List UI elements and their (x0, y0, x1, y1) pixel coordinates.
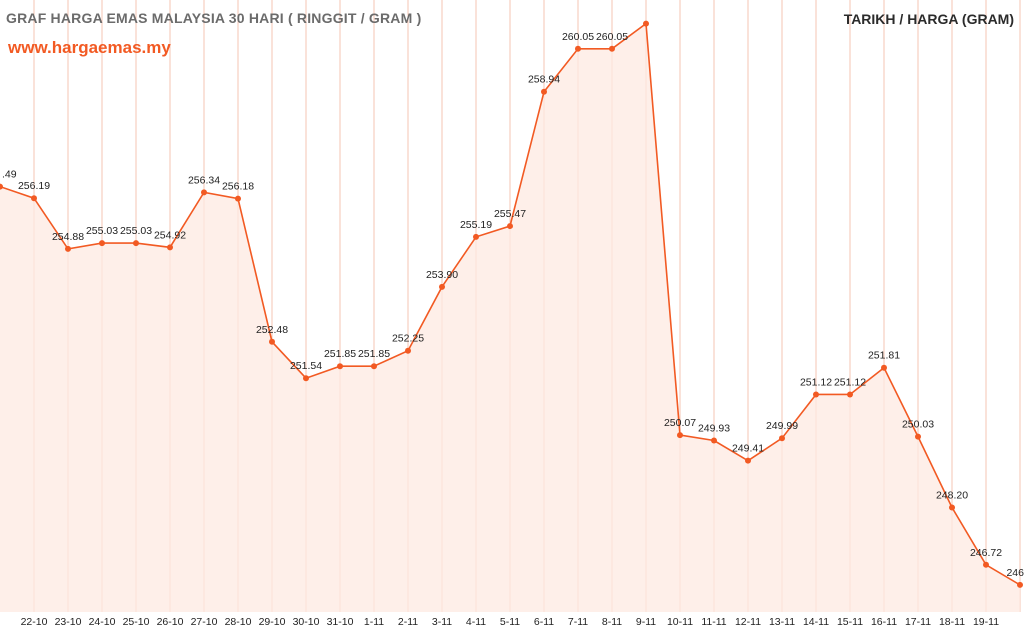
data-label: 252.25 (392, 333, 424, 345)
x-tick-label: 5-11 (500, 616, 520, 628)
data-point[interactable] (745, 457, 751, 464)
x-tick-label: 30-10 (293, 616, 320, 628)
data-point[interactable] (269, 338, 275, 345)
data-label: 249.99 (766, 420, 798, 432)
data-label: 258.94 (528, 74, 560, 86)
x-tick-label: 13-11 (769, 616, 795, 628)
x-tick-label: 12-11 (735, 616, 761, 628)
data-label: 251.12 (834, 376, 866, 388)
data-point[interactable] (371, 363, 377, 370)
data-label: 246 (1006, 567, 1024, 579)
data-point[interactable] (609, 45, 615, 52)
x-tick-label: 6-11 (534, 616, 554, 628)
data-label: 252.48 (256, 324, 288, 336)
x-tick-label: 4-11 (466, 616, 486, 628)
data-point[interactable] (1017, 581, 1023, 588)
x-tick-label: 29-10 (259, 616, 286, 628)
data-point[interactable] (983, 561, 989, 568)
x-tick-label: 28-10 (225, 616, 252, 628)
x-tick-label: 1-11 (364, 616, 384, 628)
data-label: 249.41 (732, 443, 764, 455)
data-label: 256.34 (188, 174, 220, 186)
data-point[interactable] (167, 244, 173, 251)
x-tick-label: 7-11 (568, 616, 588, 628)
data-point[interactable] (541, 88, 547, 95)
data-point[interactable] (0, 183, 3, 190)
x-tick-label: 8-11 (602, 616, 622, 628)
data-label: 250.03 (902, 419, 934, 431)
data-label: 260.05 (596, 31, 628, 43)
x-tick-label: 10-11 (667, 616, 693, 628)
x-tick-label: 22-10 (21, 616, 48, 628)
data-point[interactable] (575, 45, 581, 52)
x-tick-label: 25-10 (123, 616, 150, 628)
data-label: 251.12 (800, 376, 832, 388)
data-label: 255.03 (86, 225, 118, 237)
x-tick-label: 16-11 (871, 616, 897, 628)
data-label: 254.92 (154, 229, 186, 241)
data-label: 255.19 (460, 219, 492, 231)
data-point[interactable] (235, 195, 241, 202)
data-label: 251.85 (358, 348, 390, 360)
data-label: 253.90 (426, 269, 458, 281)
x-tick-label: 14-11 (803, 616, 829, 628)
x-tick-label: 9-11 (636, 616, 656, 628)
x-tick-label: 27-10 (191, 616, 218, 628)
data-point[interactable] (31, 195, 37, 202)
data-label: 255.47 (494, 208, 526, 220)
x-tick-label: 11-11 (701, 616, 726, 628)
data-point[interactable] (711, 437, 717, 444)
data-label: 246.72 (970, 547, 1002, 559)
data-label: 249.93 (698, 423, 730, 435)
data-label: 251.81 (868, 350, 900, 362)
data-label: 248.20 (936, 489, 968, 501)
x-tick-label: 23-10 (55, 616, 82, 628)
data-label: 254.88 (52, 231, 84, 243)
data-point[interactable] (303, 375, 309, 382)
data-point[interactable] (949, 504, 955, 511)
price-points (0, 20, 1023, 588)
data-point[interactable] (677, 432, 683, 439)
data-point[interactable] (133, 240, 139, 247)
x-tick-label: 2-11 (398, 616, 418, 628)
data-point[interactable] (813, 391, 819, 398)
data-label: 251.54 (290, 360, 322, 372)
data-point[interactable] (643, 20, 649, 27)
data-point[interactable] (779, 435, 785, 442)
price-area-fill (0, 23, 1020, 612)
data-point[interactable] (337, 363, 343, 370)
data-point[interactable] (439, 283, 445, 290)
x-axis-ticks: 22-10 23-10 24-10 25-10 26-10 27-10 28-10 29-10… (21, 616, 1000, 628)
x-tick-label: 17-11 (905, 616, 931, 628)
data-label: .49 (2, 169, 17, 181)
data-point[interactable] (473, 233, 479, 240)
data-point[interactable] (65, 245, 71, 252)
chart-title: GRAF HARGA EMAS MALAYSIA 30 HARI ( RINGG… (6, 10, 422, 26)
axis-caption: TARIKH / HARGA (GRAM) (843, 11, 1014, 27)
x-tick-label: 3-11 (432, 616, 452, 628)
data-point[interactable] (881, 364, 887, 371)
data-label: 256.18 (222, 181, 254, 193)
data-label: 251.85 (324, 348, 356, 360)
data-label: 256.19 (18, 180, 50, 192)
x-tick-label: 18-11 (939, 616, 965, 628)
data-label: 255.03 (120, 225, 152, 237)
x-tick-label: 19-11 (973, 616, 999, 628)
data-point[interactable] (201, 189, 207, 196)
x-tick-label: 31-10 (327, 616, 354, 628)
x-tick-label: 24-10 (89, 616, 116, 628)
data-point[interactable] (847, 391, 853, 398)
site-link[interactable]: www.hargaemas.my (8, 38, 171, 57)
data-point[interactable] (915, 433, 921, 440)
x-tick-label: 26-10 (157, 616, 184, 628)
data-label: 250.07 (664, 417, 696, 429)
data-point[interactable] (99, 240, 105, 247)
x-tick-label: 15-11 (837, 616, 863, 628)
data-point[interactable] (405, 347, 411, 354)
data-point[interactable] (507, 223, 513, 230)
data-label: 260.05 (562, 31, 594, 43)
